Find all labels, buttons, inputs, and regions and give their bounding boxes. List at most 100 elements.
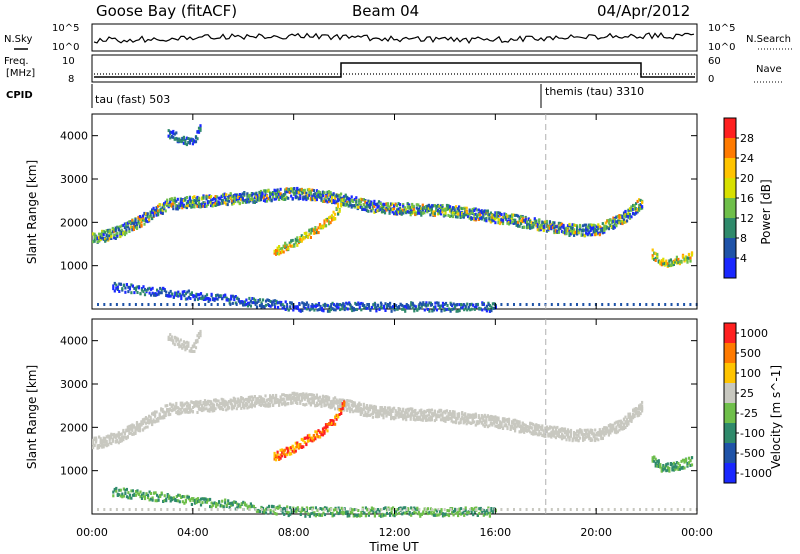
echo-pixel [183, 290, 186, 294]
echo-pixel [374, 203, 377, 206]
echo-pixel [96, 446, 99, 450]
echo-pixel [259, 198, 263, 202]
echo-pixel [491, 418, 494, 422]
echo-pixel [533, 221, 536, 225]
echo-pixel [311, 439, 314, 443]
echo-pixel [143, 426, 146, 430]
echo-pixel [148, 498, 151, 502]
echo-pixel [335, 400, 338, 404]
echo-pixel [514, 427, 517, 431]
echo-pixel [435, 413, 438, 417]
echo-pixel [598, 225, 601, 229]
echo-pixel [471, 416, 474, 420]
echo-pixel [107, 435, 110, 439]
near-range-pixel [216, 303, 219, 306]
near-range-pixel [248, 303, 251, 306]
echo-pixel [190, 400, 193, 404]
echo-pixel [589, 225, 592, 229]
noise-right-label: N.Search [746, 34, 791, 45]
echo-pixel [451, 304, 454, 308]
echo-pixel [491, 218, 494, 222]
echo-pixel [206, 202, 210, 206]
echo-pixel [576, 436, 579, 440]
near-range-pixel [128, 303, 131, 306]
echo-pixel [337, 407, 340, 411]
echo-pixel [116, 440, 119, 443]
echo-pixel [536, 424, 539, 428]
echo-pixel [530, 422, 533, 426]
echo-pixel [238, 399, 241, 403]
echo-pixel [618, 221, 621, 225]
near-range-pixel [563, 303, 566, 306]
echo-pixel [427, 410, 430, 414]
near-range-pixel [437, 303, 440, 306]
echo-pixel [520, 424, 523, 428]
echo-pixel [309, 236, 312, 239]
echo-pixel [399, 407, 402, 411]
echo-pixel [132, 222, 135, 226]
echo-pixel [355, 196, 358, 200]
echo-pixel [557, 230, 560, 234]
echo-pixel [279, 247, 282, 251]
echo-pixel [359, 413, 362, 416]
echo-pixel [169, 130, 172, 134]
echo-pixel [340, 412, 343, 415]
echo-pixel [371, 412, 374, 415]
echo-pixel [116, 231, 119, 235]
echo-pixel [373, 199, 376, 203]
echo-pixel [144, 217, 148, 221]
echo-pixel [390, 409, 393, 413]
echo-pixel [236, 296, 239, 300]
echo-pixel [426, 303, 429, 307]
echo-pixel [625, 219, 629, 223]
echo-pixel [460, 303, 463, 306]
echo-pixel [504, 418, 508, 422]
echo-pixel [271, 303, 274, 307]
echo-pixel [489, 220, 492, 224]
echo-pixel [172, 135, 175, 139]
echo-pixel [331, 218, 334, 222]
echo-pixel [247, 193, 250, 197]
echo-pixel [252, 301, 255, 305]
echo-pixel [384, 302, 387, 306]
echo-pixel [253, 402, 256, 406]
echo-pixel [503, 424, 506, 428]
echo-pixel [320, 194, 323, 198]
echo-pixel [202, 401, 205, 404]
echo-pixel [311, 196, 314, 200]
echo-pixel [382, 210, 385, 214]
echo-pixel [178, 206, 181, 210]
echo-pixel [113, 229, 116, 233]
echo-pixel [503, 417, 506, 421]
echo-pixel [665, 262, 668, 266]
echo-pixel [107, 237, 110, 241]
echo-pixel [328, 305, 331, 309]
echo-pixel [383, 409, 387, 413]
echo-pixel [352, 307, 355, 310]
echo-pixel [191, 139, 194, 143]
echo-pixel [376, 413, 379, 417]
echo-pixel [464, 210, 467, 214]
echo-pixel [346, 403, 349, 407]
echo-pixel [144, 425, 148, 429]
echo-pixel [200, 203, 204, 206]
echo-pixel [660, 466, 663, 470]
echo-pixel [454, 303, 457, 307]
echo-pixel [294, 237, 297, 241]
echo-pixel [568, 437, 571, 441]
echo-pixel [433, 409, 436, 413]
echo-pixel [544, 426, 547, 430]
echo-pixel [290, 452, 293, 456]
echo-pixel [417, 211, 420, 215]
echo-pixel [365, 412, 368, 416]
echo-pixel [344, 404, 347, 408]
echo-pixel [625, 420, 629, 424]
echo-pixel [101, 439, 104, 443]
echo-pixel [491, 213, 494, 217]
echo-pixel [326, 219, 329, 223]
echo-pixel [391, 202, 394, 206]
echo-pixel [156, 293, 159, 297]
echo-pixel [480, 416, 483, 420]
echo-pixel [533, 429, 536, 433]
echo-pixel [321, 396, 325, 399]
